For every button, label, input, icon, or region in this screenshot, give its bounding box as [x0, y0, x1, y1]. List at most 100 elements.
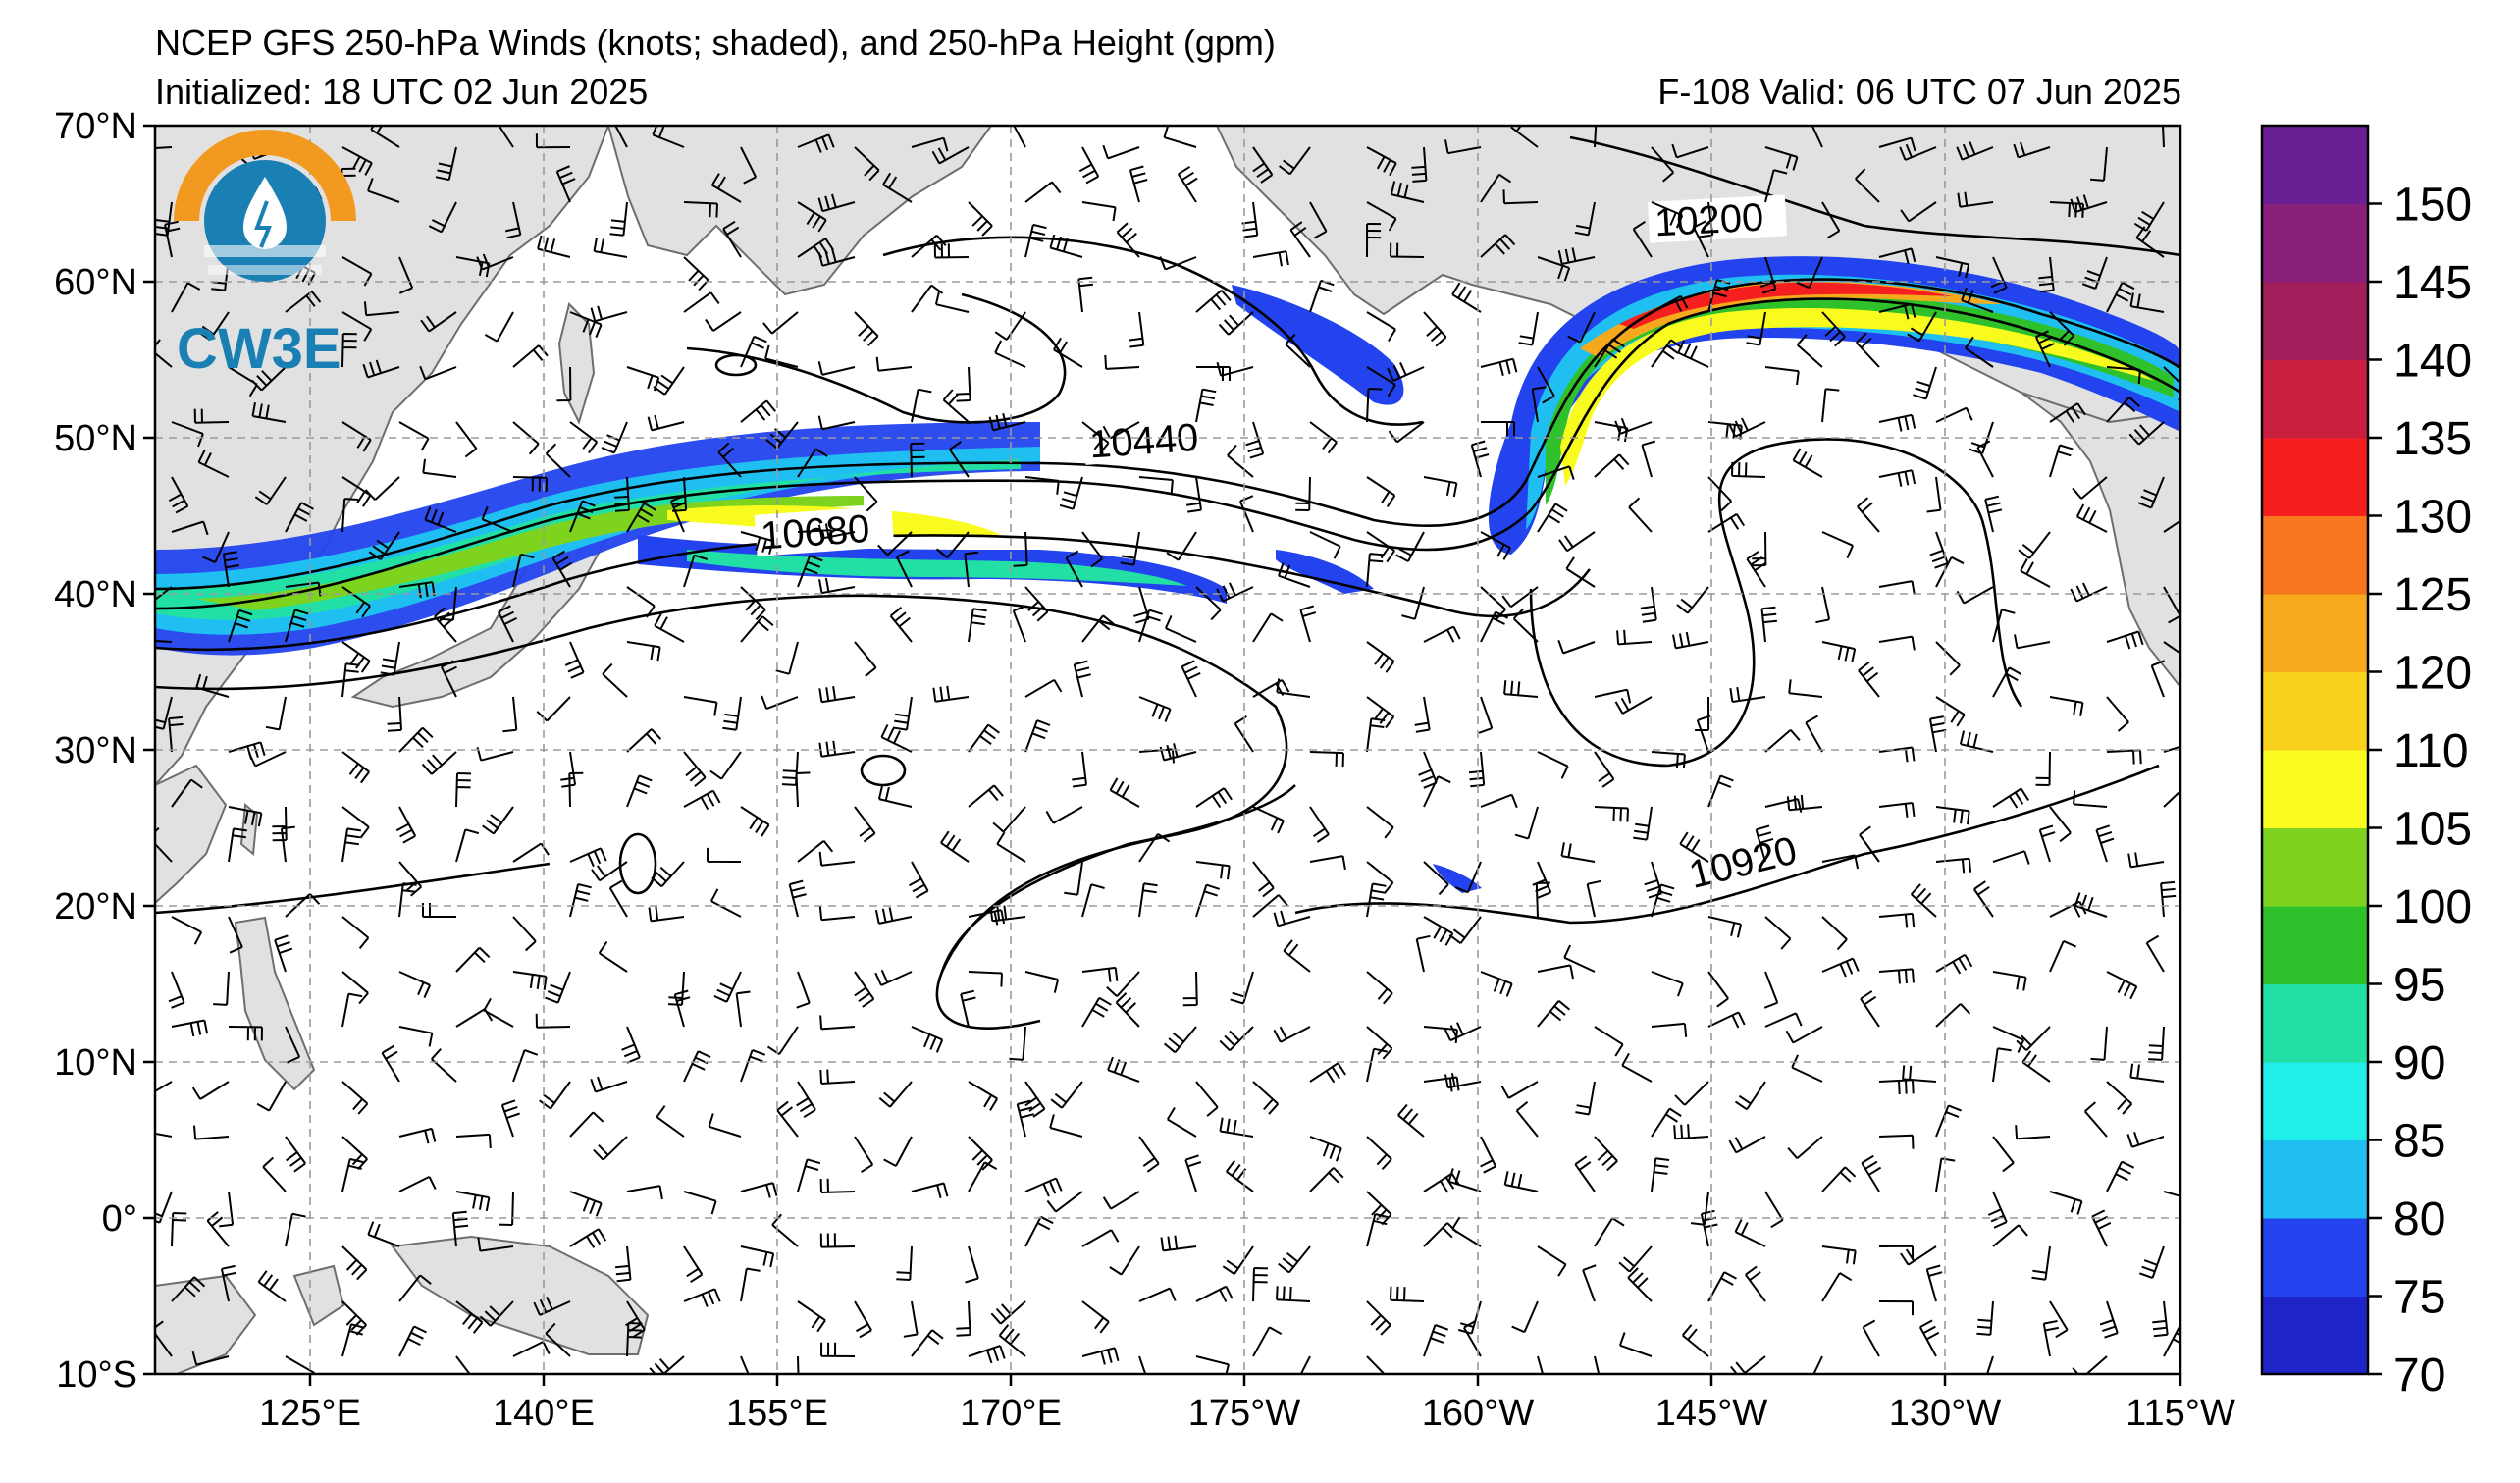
colorbar-label: 130	[2393, 492, 2472, 544]
lon-label-140e: 140°E	[493, 1393, 595, 1434]
wind-barb	[2042, 1320, 2059, 1357]
wind-barb	[569, 883, 592, 918]
colorbar-bin	[2262, 282, 2368, 360]
wind-barb	[1618, 1332, 1653, 1357]
wind-barb	[1184, 1154, 1202, 1192]
lat-label-0: 0°	[102, 1198, 137, 1240]
wind-barb	[722, 220, 742, 258]
wind-barb	[455, 828, 480, 863]
wind-barb	[1045, 806, 1083, 824]
wind-barb	[882, 172, 913, 203]
wind-barb	[285, 502, 314, 533]
wind-barb	[878, 1081, 913, 1108]
wind-barb	[996, 831, 1026, 863]
wind-barb	[1992, 1026, 2025, 1053]
wind-barb	[1454, 861, 1482, 894]
wind-barb	[1537, 256, 1571, 282]
wind-barb	[1567, 311, 1596, 344]
wind-barb	[2031, 1245, 2051, 1281]
wind-barb	[1935, 806, 1970, 825]
wind-barb	[621, 1026, 641, 1064]
wind-barb	[1785, 1026, 1823, 1044]
wind-barb	[1129, 165, 1148, 203]
wind-barb	[956, 1300, 971, 1337]
wind-barb	[2135, 226, 2165, 258]
wind-barb	[424, 506, 457, 533]
wind-barb	[709, 751, 742, 780]
wind-barb	[2106, 1081, 2133, 1115]
wind-barb	[819, 1069, 856, 1085]
wind-barb	[1195, 883, 1221, 918]
map-panel: 10200 10440 10680 10920	[54, 106, 2235, 1434]
wind-barb	[1480, 531, 1511, 560]
wind-barb	[1651, 201, 1684, 229]
wind-barb	[398, 882, 417, 918]
wind-barb	[533, 1296, 571, 1316]
wind-barb	[364, 476, 400, 501]
wind-barb	[1480, 610, 1509, 643]
wind-barb	[1651, 751, 1686, 768]
wind-barb	[909, 861, 929, 899]
wind-barb	[1160, 1235, 1197, 1252]
wind-barb	[1159, 256, 1197, 271]
wind-barb	[626, 774, 653, 808]
wind-barb	[1081, 1300, 1110, 1334]
wind-barb	[1252, 894, 1288, 918]
wind-barb	[1734, 1219, 1766, 1247]
wind-barb	[341, 1245, 368, 1281]
wind-barb	[155, 696, 173, 730]
wind-barb	[708, 1113, 742, 1138]
wind-barb	[598, 940, 628, 973]
wind-barb	[341, 586, 371, 618]
wind-barb	[1049, 234, 1083, 258]
wind-barb	[1910, 883, 1937, 918]
wind-barb	[1902, 1065, 1937, 1083]
wind-barb	[171, 520, 209, 536]
wind-barb	[2049, 1191, 2083, 1215]
wind-barb	[1518, 311, 1539, 346]
wind-barb	[1366, 1213, 1390, 1247]
wind-barb	[2016, 1026, 2051, 1051]
wind-barb	[968, 909, 1006, 926]
wind-barb	[788, 879, 807, 918]
colorbar-bin	[2262, 203, 2368, 283]
wind-barb	[911, 234, 947, 258]
lon-label-125e: 125°E	[259, 1393, 361, 1434]
wind-barb	[2129, 292, 2165, 313]
wind-barb	[818, 851, 856, 867]
wind-barb	[1081, 201, 1117, 222]
wind-barb	[1481, 421, 1515, 436]
wind-barb	[1120, 531, 1140, 566]
wind-barb	[740, 1049, 766, 1083]
wind-barb	[1928, 715, 1947, 753]
wind-barb	[1786, 794, 1823, 812]
wind-barb	[817, 415, 856, 431]
wind-barb	[1138, 1355, 1147, 1374]
wind-barb	[1651, 339, 1683, 368]
wind-barb	[671, 476, 688, 512]
wind-barb	[1219, 1117, 1254, 1138]
wind-barb	[512, 971, 548, 990]
wind-barb	[569, 847, 607, 868]
wind-barb	[341, 1081, 369, 1115]
wind-barb	[1641, 440, 1656, 478]
wind-barb	[776, 1100, 799, 1138]
wind-barb	[1764, 146, 1799, 171]
wind-barb	[171, 1276, 206, 1302]
lon-label-155e: 155°E	[726, 1393, 828, 1434]
wind-barb	[197, 311, 230, 342]
wind-barb	[854, 971, 875, 1008]
colorbar-label: 140	[2393, 336, 2472, 388]
wind-barb	[1073, 660, 1091, 698]
wind-barb	[1956, 141, 1994, 161]
wind-barb	[1276, 1286, 1311, 1302]
wind-barb	[877, 785, 913, 808]
wind-barb	[568, 771, 584, 808]
wind-barb	[1929, 531, 1949, 569]
contour-label-10440: 10440	[1088, 416, 1200, 467]
wind-barb	[1672, 631, 1709, 650]
wind-barb	[1013, 126, 1026, 148]
wind-barb	[1241, 201, 1259, 238]
wind-barb	[1696, 715, 1711, 753]
wind-barb	[968, 1345, 1006, 1364]
